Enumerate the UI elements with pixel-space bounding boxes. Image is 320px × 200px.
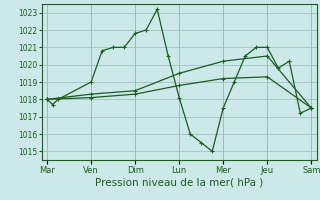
X-axis label: Pression niveau de la mer( hPa ): Pression niveau de la mer( hPa ) [95,177,263,187]
